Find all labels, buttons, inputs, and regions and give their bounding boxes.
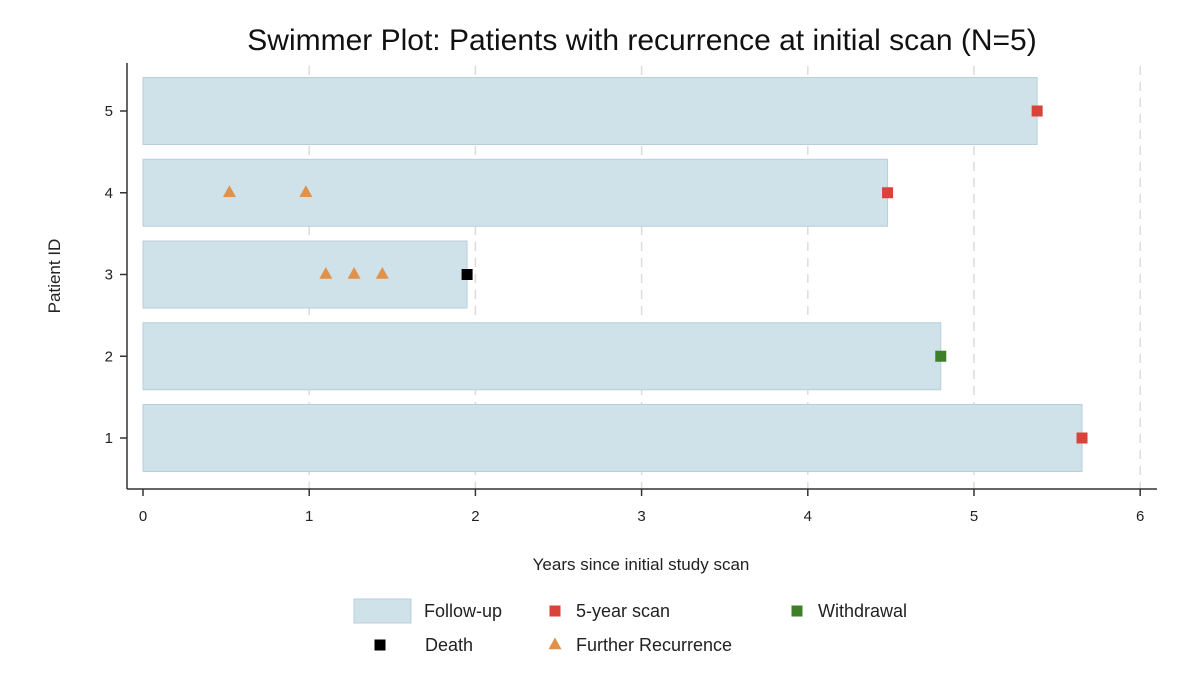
followup-bar-patient-3 [142,240,468,309]
recurrence-marker-patient-4-2 [299,185,313,197]
followup-bars [142,77,1083,472]
x-tick-label-4: 4 [804,508,812,525]
recurrence-marker-patient-4-1 [222,185,236,197]
followup-bar-patient-5 [142,77,1038,145]
recurrence-marker-patient-3-3 [375,267,389,279]
legend-swatch-further-recurrence [548,637,562,650]
y-tick-label-1: 1 [105,430,113,447]
legend-swatch-withdrawal [791,605,803,617]
chart-title: Swimmer Plot: Patients with recurrence a… [247,24,1036,57]
y-tick-label-3: 3 [105,267,113,284]
recurrence-marker-patient-3-2 [347,267,361,279]
legend-label-further-recurrence: Further Recurrence [576,635,732,655]
end-event-marker-patient-2 [935,350,947,362]
y-axis-label: Patient ID [45,239,64,314]
x-tick-label-2: 2 [471,508,479,525]
x-tick-label-1: 1 [305,508,313,525]
event-markers [222,105,1088,444]
axis-ticks: 0 1 2 3 4 5 6 1 2 3 4 5 [105,103,1145,525]
legend-label-withdrawal: Withdrawal [818,601,907,621]
followup-bar-patient-4 [142,158,889,227]
legend-swatch-death [374,639,386,651]
end-event-marker-patient-4 [882,187,894,199]
y-tick-label-2: 2 [105,348,113,365]
end-event-marker-patient-3 [461,269,473,280]
followup-bar-patient-2 [142,322,942,391]
legend-label-death: Death [425,635,473,655]
x-tick-label-5: 5 [970,508,978,525]
x-tick-label-6: 6 [1136,508,1144,525]
legend-swatch-follow-up [353,598,412,624]
followup-bar-patient-1 [142,404,1083,472]
legend-swatch-5-year-scan [549,605,561,617]
y-tick-label-4: 4 [105,185,113,202]
legend: Follow-up 5-year scan Withdrawal Death Furth… [353,598,907,655]
end-event-marker-patient-5 [1031,105,1043,117]
legend-label-follow-up: Follow-up [424,601,502,621]
x-tick-label-0: 0 [139,508,147,525]
x-tick-label-3: 3 [637,508,645,525]
x-axis-label: Years since initial study scan [533,555,750,574]
recurrence-marker-patient-3-1 [319,267,333,279]
end-event-marker-patient-1 [1076,432,1088,444]
legend-label-5-year-scan: 5-year scan [576,601,670,621]
y-tick-label-5: 5 [105,103,113,120]
